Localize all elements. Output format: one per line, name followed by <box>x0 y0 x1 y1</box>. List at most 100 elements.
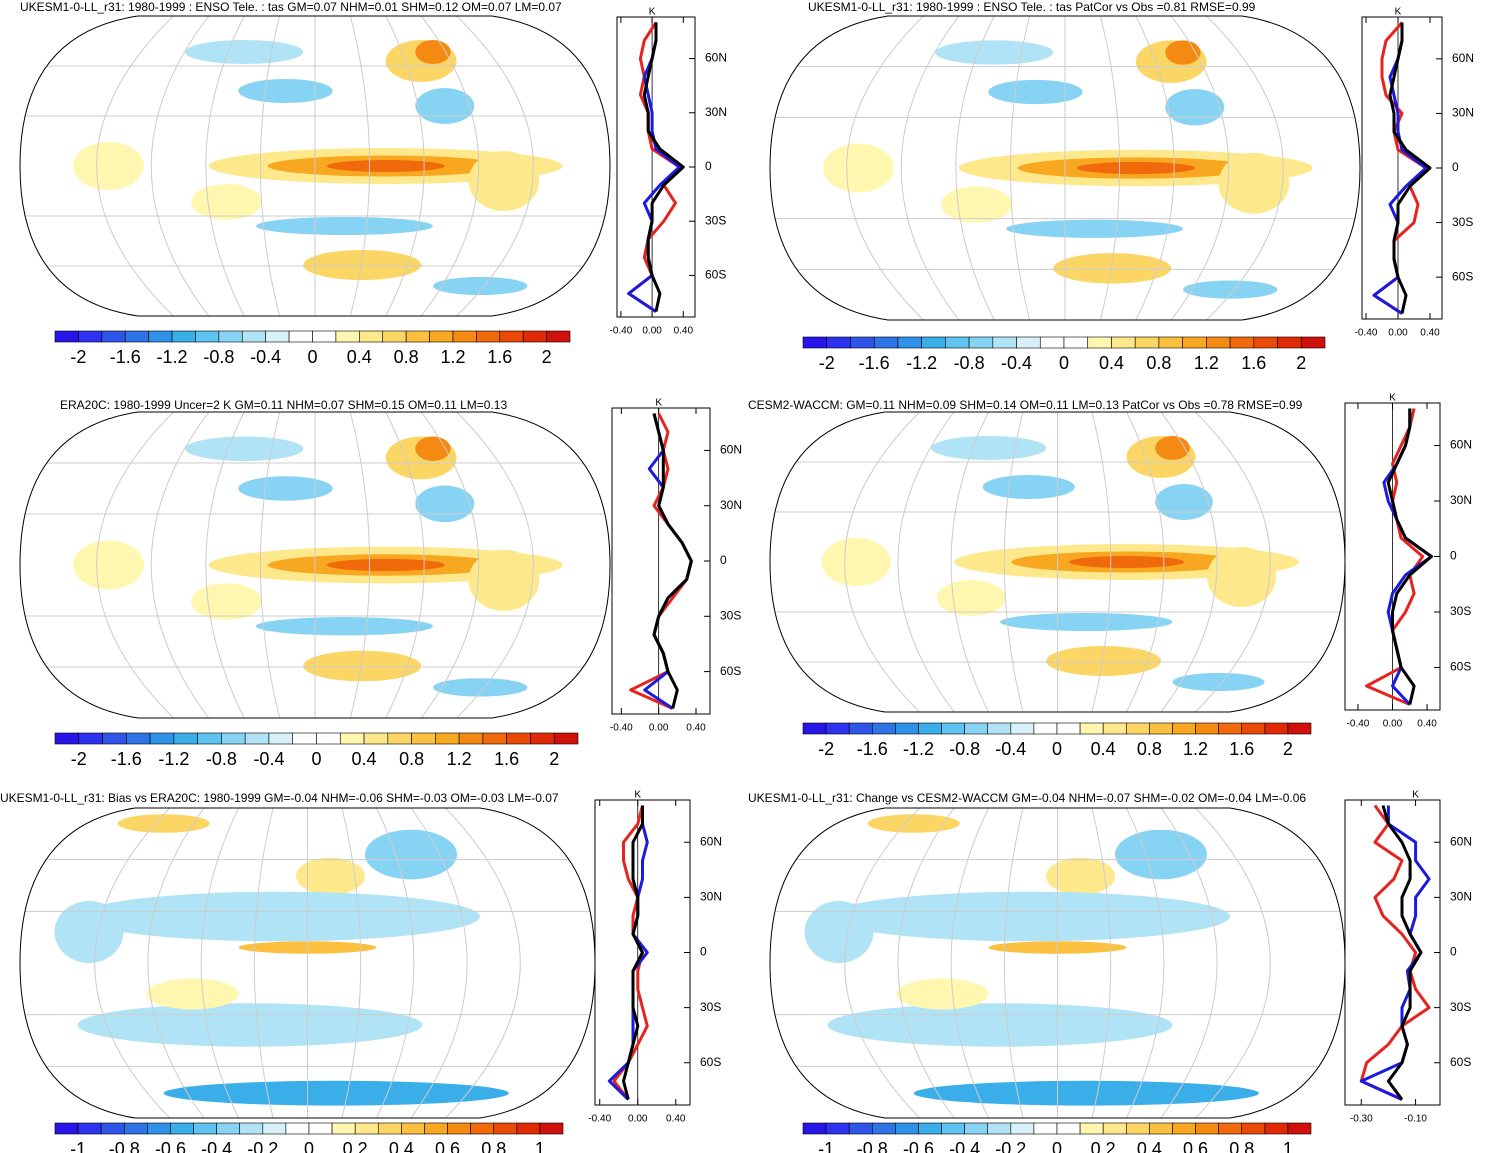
field-blob <box>1046 646 1161 676</box>
field-blob <box>823 143 894 193</box>
field-blob <box>54 901 124 963</box>
y-tick-label: 30S <box>1452 215 1473 229</box>
graticule <box>376 808 415 1118</box>
y-tick-label: 30S <box>720 608 741 622</box>
colorbar-swatch <box>1253 336 1278 349</box>
field-blob <box>1006 219 1183 238</box>
colorbar-tick-label: 0.4 <box>347 347 372 367</box>
y-tick-label: 60S <box>700 1055 721 1069</box>
colorbar-swatch <box>1149 1122 1173 1135</box>
map <box>770 412 1345 712</box>
colorbar-swatch <box>1218 1122 1243 1135</box>
colorbar-swatch <box>401 1122 425 1135</box>
colorbar-swatch <box>941 1122 965 1135</box>
y-tick-label: 60N <box>700 834 722 848</box>
profile-line <box>627 22 681 313</box>
field-blob <box>804 901 874 963</box>
colorbar-swatch <box>316 732 341 745</box>
colorbar-tick-label: -0.8 <box>109 1139 140 1153</box>
colorbar-tick-label: 2 <box>1296 353 1306 373</box>
colorbar-swatch <box>424 1122 448 1135</box>
colorbar-swatch <box>516 1122 541 1135</box>
panel: ERA20C: 1980-1999 Uncer=2 K GM=0.11 NHM=… <box>19 398 742 769</box>
graticule <box>1009 16 1031 320</box>
graticule <box>950 412 989 712</box>
graticule <box>96 16 174 316</box>
x-tick-label: -0.40 <box>1347 719 1370 730</box>
colorbar-swatch <box>964 1122 989 1135</box>
field-blob <box>982 475 1075 499</box>
colorbar-tick-label: -2 <box>70 347 86 367</box>
colorbar-tick-label: 0 <box>307 347 317 367</box>
colorbar-swatch <box>482 732 507 745</box>
y-tick-label: 30N <box>1450 890 1472 904</box>
colorbar-swatch <box>802 722 827 735</box>
colorbar-tick-label: -1.2 <box>158 749 189 769</box>
colorbar-tick-label: -0.8 <box>857 1139 888 1153</box>
field-blob <box>827 891 1230 942</box>
colorbar-tick-label: 0.4 <box>389 1139 414 1153</box>
colorbar-swatch <box>100 1122 125 1135</box>
colorbar-swatch <box>1056 722 1081 735</box>
colorbar-swatch <box>987 722 1012 735</box>
field-blob <box>365 829 457 880</box>
y-tick-label: 60S <box>1450 1055 1471 1069</box>
colorbar-tick-label: -1.6 <box>111 749 142 769</box>
field-blob <box>935 40 1054 65</box>
colorbar-tick-label: 0 <box>311 749 321 769</box>
colorbar-swatch <box>171 330 196 343</box>
field-blob <box>326 160 445 172</box>
graticule <box>844 412 920 712</box>
colorbar-swatch <box>802 1122 827 1135</box>
colorbar-swatch <box>522 330 547 343</box>
colorbar-swatch <box>553 732 579 745</box>
field-blob <box>303 650 422 682</box>
x-axis-label: K <box>1395 7 1402 18</box>
y-tick-label: 30S <box>705 213 726 227</box>
colorbar-swatch <box>197 732 222 745</box>
y-tick-label: 60S <box>1452 269 1473 283</box>
colorbar-swatch <box>1056 1122 1081 1135</box>
colorbar-swatch <box>1264 1122 1289 1135</box>
profile-line <box>1388 22 1432 314</box>
colorbar-tick-label: 0.4 <box>1099 353 1124 373</box>
colorbar-swatch <box>312 330 337 343</box>
x-tick-label: 0.00 <box>642 326 662 337</box>
colorbar-tick-label: 0.2 <box>343 1139 368 1153</box>
graticule <box>150 412 210 718</box>
field-blob <box>73 540 144 590</box>
colorbar-swatch <box>148 330 173 343</box>
graticule <box>897 412 955 712</box>
graticule <box>846 16 924 320</box>
colorbar-swatch <box>173 732 198 745</box>
profile-line <box>627 21 681 313</box>
colorbar-swatch <box>895 722 919 735</box>
graticule <box>94 808 170 1118</box>
field-blob <box>185 40 304 64</box>
colorbar-swatch <box>506 732 531 745</box>
colorbar-swatch <box>968 336 994 349</box>
field-blob <box>415 485 475 523</box>
colorbar-swatch <box>825 1122 850 1135</box>
panel: UKESM1-0-LL_r31: Change vs CESM2-WACCM G… <box>748 790 1472 1153</box>
colorbar-tick-label: 0.8 <box>1137 739 1162 759</box>
graticule <box>1170 16 1230 320</box>
field-blob <box>296 857 365 895</box>
y-tick-label: 0 <box>700 945 707 959</box>
graticule <box>1135 16 1175 320</box>
colorbar-swatch <box>964 722 989 735</box>
profile-line <box>1359 804 1431 1101</box>
x-tick-label: 0.00 <box>1383 719 1403 730</box>
colorbar-swatch <box>992 336 1017 349</box>
map-outline <box>769 15 1361 321</box>
colorbar-swatch <box>359 330 384 343</box>
colorbar-tick-label: 0.8 <box>1229 1139 1254 1153</box>
colorbar-swatch <box>285 1122 310 1135</box>
colorbar-tick-label: 1.2 <box>1183 739 1208 759</box>
x-tick-label: -0.10 <box>1404 1114 1427 1125</box>
colorbar-tick-label: 0 <box>304 1139 314 1153</box>
colorbar-tick-label: -0.8 <box>954 353 985 373</box>
y-tick-label: 60N <box>720 443 742 457</box>
map-outline <box>19 15 611 317</box>
